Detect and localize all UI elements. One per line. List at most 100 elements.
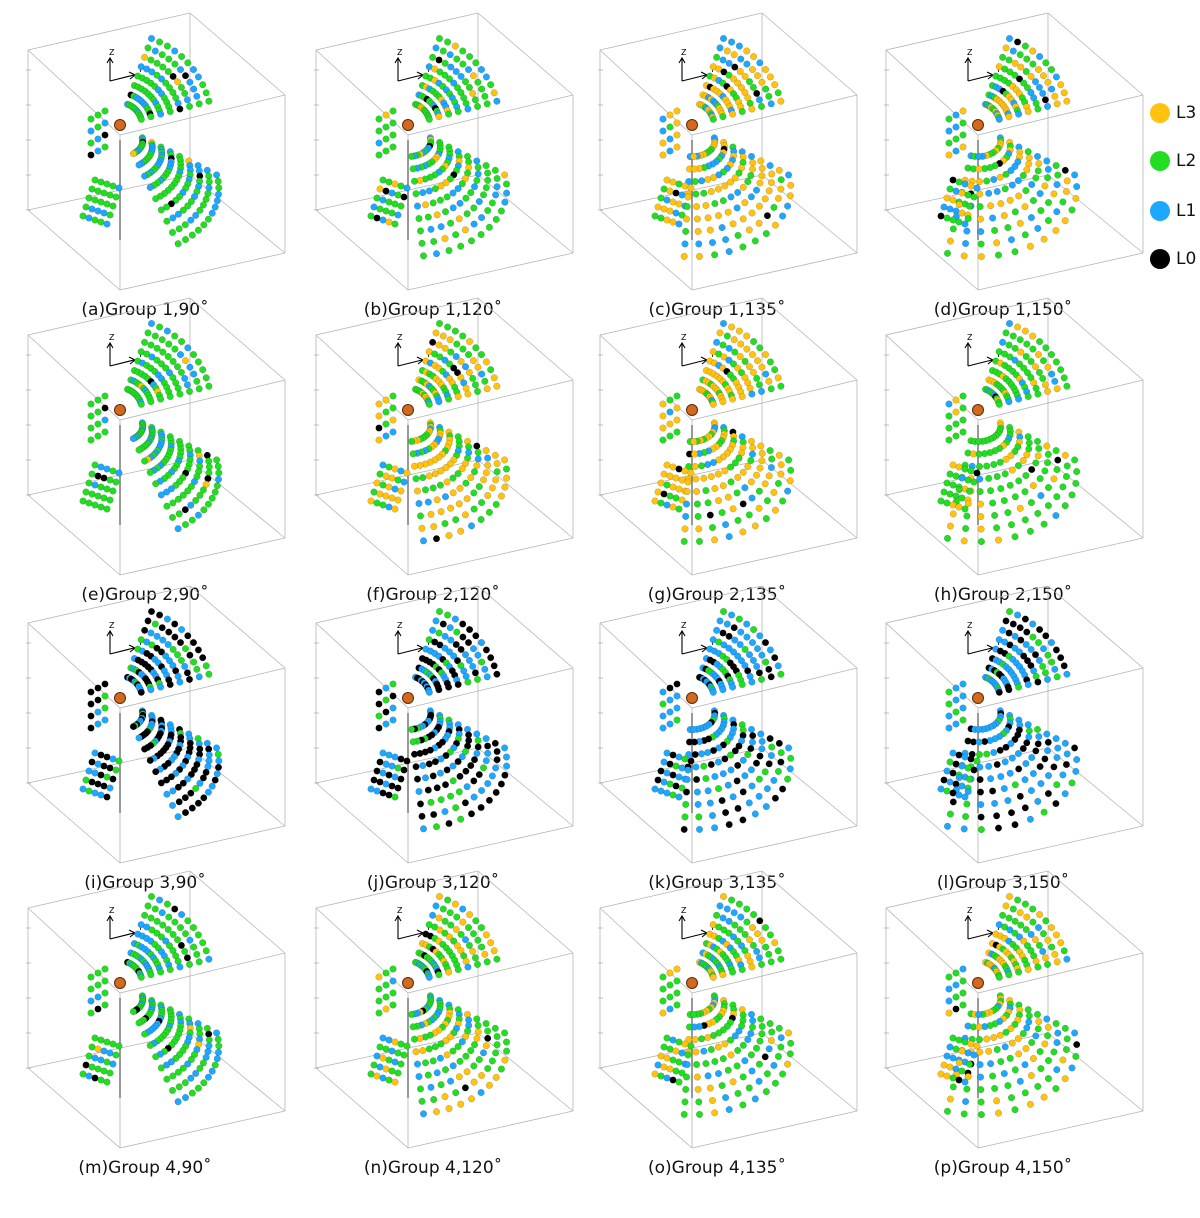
point-l1 [169, 787, 177, 795]
point-l2 [1052, 358, 1060, 366]
point-l2 [749, 83, 757, 91]
point-l2 [719, 608, 727, 616]
point-l3 [435, 113, 443, 121]
point-l2 [1035, 941, 1043, 949]
point-l3 [1062, 187, 1070, 195]
point-l1 [388, 1047, 396, 1055]
point-l3 [693, 215, 701, 223]
point-l3 [692, 1048, 700, 1056]
point-l2 [451, 327, 459, 335]
point-l1 [419, 1110, 427, 1118]
point-l1 [1007, 236, 1015, 244]
point-l3 [375, 400, 383, 408]
point-l2 [447, 219, 455, 227]
center-source [686, 404, 698, 416]
point-l1 [94, 135, 102, 143]
point-l2 [429, 484, 437, 492]
point-l2 [949, 1083, 957, 1091]
point-l2 [719, 1055, 727, 1063]
point-l3 [730, 336, 738, 344]
point-l2 [174, 1068, 182, 1076]
point-l3 [461, 511, 469, 519]
point-l2 [382, 1045, 390, 1053]
point-l1 [959, 680, 967, 688]
point-l0 [1036, 763, 1044, 771]
point-l2 [385, 178, 393, 186]
point-l2 [408, 1010, 416, 1018]
point-l3 [756, 464, 764, 472]
point-l3 [1014, 323, 1022, 331]
point-l2 [958, 494, 966, 502]
point-l3 [684, 193, 692, 201]
point-l2 [959, 716, 967, 724]
point-l3 [1005, 893, 1013, 901]
point-l2 [103, 505, 111, 513]
point-l2 [946, 490, 954, 498]
point-l2 [660, 185, 668, 193]
point-l2 [449, 777, 457, 785]
point-l1 [1051, 665, 1059, 673]
point-l2 [733, 1062, 741, 1070]
point-l1 [163, 615, 171, 623]
point-l3 [749, 368, 757, 376]
point-l2 [482, 162, 490, 170]
point-l2 [708, 523, 716, 531]
point-l2 [493, 174, 501, 182]
point-l1 [958, 474, 966, 482]
point-l2 [959, 1001, 967, 1009]
point-l2 [146, 468, 154, 476]
point-l3 [693, 1073, 701, 1081]
point-l2 [734, 231, 742, 239]
point-l2 [464, 678, 472, 686]
point-l1 [725, 356, 733, 364]
point-l2 [466, 53, 474, 61]
point-l2 [79, 1070, 87, 1078]
point-l2 [441, 59, 449, 67]
point-l0 [87, 151, 95, 159]
point-l2 [153, 917, 161, 925]
cube-edge [691, 252, 858, 291]
point-l1 [659, 115, 667, 123]
point-l3 [453, 942, 461, 950]
point-l0 [431, 758, 439, 766]
point-l2 [1019, 1029, 1027, 1037]
point-l2 [767, 958, 775, 966]
point-l1 [382, 720, 390, 728]
point-l0 [144, 617, 152, 625]
point-l0 [435, 686, 443, 694]
point-l3 [994, 1109, 1002, 1117]
point-l2 [181, 645, 189, 653]
point-l2 [473, 102, 481, 110]
point-l2 [195, 958, 203, 966]
point-l0 [493, 756, 501, 764]
point-l1 [484, 779, 492, 787]
point-l3 [501, 456, 509, 464]
point-l2 [734, 1089, 742, 1097]
point-l1 [1027, 89, 1035, 97]
point-l2 [103, 1058, 111, 1066]
point-l1 [952, 981, 960, 989]
point-l1 [716, 902, 724, 910]
point-l2 [663, 481, 671, 489]
point-l1 [213, 197, 221, 205]
point-l3 [748, 924, 756, 932]
point-l1 [375, 139, 383, 147]
point-l3 [673, 143, 681, 151]
point-l1 [477, 639, 485, 647]
point-l2 [159, 348, 167, 356]
point-l0 [450, 364, 458, 372]
point-l0 [87, 700, 95, 708]
point-l2 [775, 1024, 783, 1032]
point-l2 [1033, 437, 1041, 445]
point-l0 [183, 669, 191, 677]
point-l2 [704, 499, 712, 507]
point-l2 [1025, 727, 1033, 735]
point-l3 [1051, 950, 1059, 958]
point-l2 [454, 107, 462, 115]
point-l1 [1039, 89, 1047, 97]
point-l2 [702, 1059, 710, 1067]
point-l3 [745, 226, 753, 234]
point-l3 [784, 1060, 792, 1068]
point-l2 [94, 981, 102, 989]
point-l2 [995, 400, 1003, 408]
